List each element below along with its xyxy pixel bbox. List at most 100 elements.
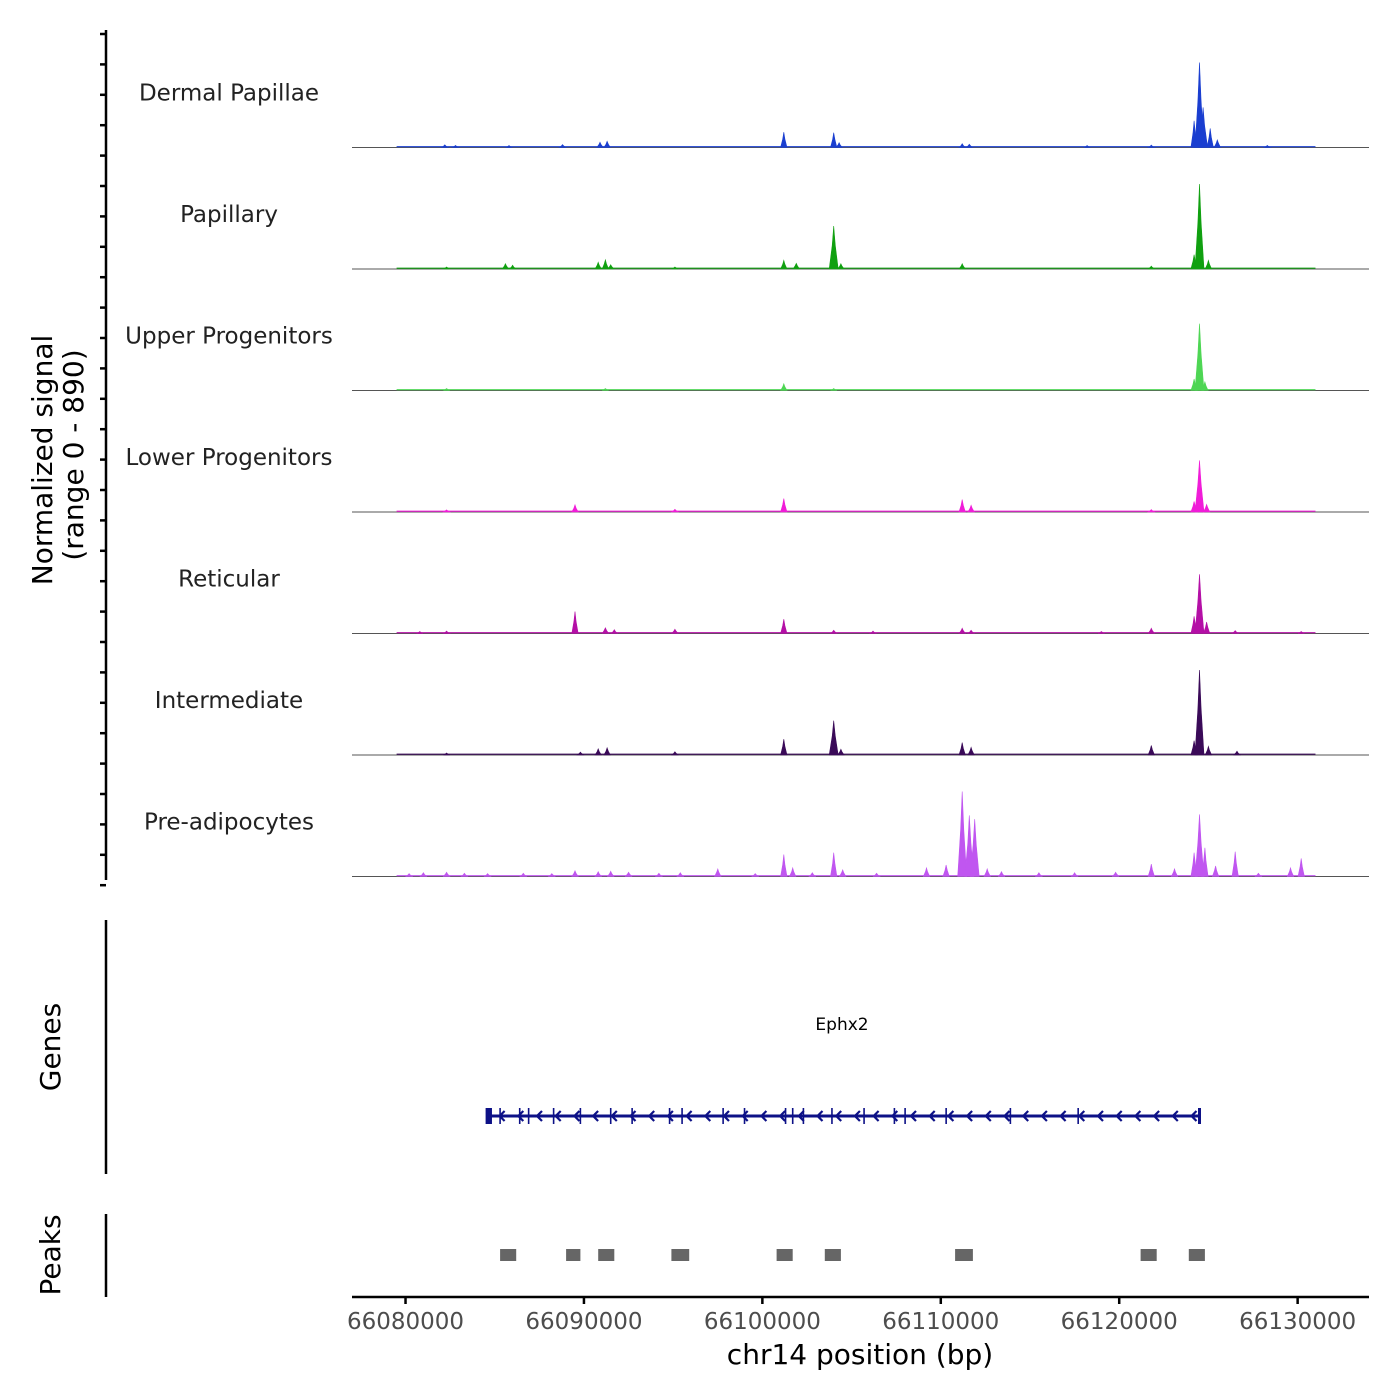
signal-peak	[624, 871, 633, 877]
signal-peak	[1206, 128, 1214, 148]
strand-arrow	[1152, 1110, 1160, 1122]
y-axis-range-label: (range 0 - 890)	[57, 349, 90, 560]
strand-arrow	[628, 1110, 637, 1122]
x-tick-label: 66100000	[704, 1309, 821, 1335]
signal-peak	[602, 388, 609, 391]
signal-peak	[419, 872, 428, 877]
signal-peak	[958, 742, 966, 756]
strand-arrow	[1171, 1110, 1179, 1122]
track-reticular: Reticular	[178, 567, 1369, 634]
strand-arrow	[610, 1110, 618, 1122]
signal-peak	[558, 144, 567, 148]
signal-peak	[451, 145, 460, 148]
signal-peak	[1213, 138, 1221, 148]
signal-peak	[606, 264, 615, 270]
signal-peak	[596, 141, 604, 148]
signal-peak	[997, 871, 1006, 877]
strand-arrow	[1077, 1110, 1086, 1122]
signal-peak	[792, 262, 801, 270]
signal-peak	[670, 751, 679, 756]
strand-arrow	[909, 1110, 917, 1122]
strand-arrow	[1133, 1110, 1142, 1122]
strand-arrow	[1059, 1110, 1067, 1122]
signal-peak	[957, 791, 968, 877]
track-label: Pre-adipocytes	[144, 810, 314, 836]
signal-peak	[1202, 503, 1211, 513]
track-label: Lower Progenitors	[126, 445, 333, 471]
track-dermal-papillae: Dermal Papillae	[139, 62, 1369, 148]
signal-peak	[835, 142, 843, 148]
signal-peak	[508, 264, 517, 270]
x-tick-label: 66080000	[347, 1309, 464, 1335]
signal-peak	[828, 225, 839, 270]
strand-arrow	[853, 1110, 861, 1122]
signal-peak	[922, 866, 931, 877]
signal-peak	[1202, 621, 1211, 634]
signal-peak	[1098, 631, 1105, 634]
signal-peak	[1083, 145, 1091, 148]
strand-arrow	[572, 1110, 581, 1122]
signal-peak	[872, 872, 881, 877]
signal-peak	[442, 509, 451, 513]
strand-arrow	[741, 1110, 749, 1122]
signal-peak	[1297, 631, 1305, 634]
signal-peak	[547, 873, 556, 877]
signal-peak	[1170, 867, 1179, 877]
signal-peak	[958, 627, 966, 634]
signal-peak	[780, 132, 788, 148]
signal-peak	[1147, 265, 1156, 270]
signal-peak	[780, 854, 788, 877]
signal-peak	[440, 144, 449, 148]
signal-peak	[967, 746, 975, 756]
track-pre-adipocytes: Pre-adipocytes	[144, 791, 1369, 877]
signal-peak	[1204, 259, 1213, 270]
signal-peak	[1147, 627, 1156, 634]
signal-peak	[1201, 847, 1209, 877]
strand-arrow	[834, 1110, 842, 1122]
gene-model-ephx2[interactable]	[485, 1108, 1201, 1124]
signal-peak	[965, 143, 974, 148]
signal-peak	[1286, 866, 1295, 877]
peak-region	[776, 1249, 793, 1261]
signal-peak	[830, 852, 838, 877]
signal-peak	[829, 629, 838, 634]
signal-peak	[780, 619, 788, 634]
signal-peak	[1070, 872, 1079, 877]
signal-peak	[671, 266, 679, 270]
peak-region	[955, 1249, 973, 1261]
signal-peak	[603, 140, 611, 148]
signal-peak	[1211, 865, 1220, 877]
signal-peak	[714, 867, 722, 877]
strand-arrow	[666, 1110, 674, 1122]
signal-peak	[1297, 858, 1305, 877]
signal-peak	[460, 872, 469, 877]
x-axis-ticks: 66080000 66090000 66100000 66110000 66120000…	[347, 1297, 1356, 1335]
strand-arrow	[554, 1110, 562, 1122]
signal-peak	[780, 739, 788, 756]
signal-peak	[789, 866, 797, 877]
signal-peak	[837, 748, 845, 756]
signal-peak	[601, 627, 610, 634]
genes-panel-label: Genes	[34, 1003, 67, 1091]
x-tick-label: 66110000	[882, 1309, 999, 1335]
signal-peak	[868, 630, 878, 634]
signal-peak	[958, 499, 966, 513]
track-upper-progenitors: Upper Progenitors	[125, 324, 1369, 391]
signal-peak	[958, 143, 967, 148]
track-label: Reticular	[178, 567, 280, 593]
strand-arrow	[872, 1110, 880, 1122]
track-papillary: Papillary	[180, 183, 1369, 270]
strand-arrow	[946, 1110, 955, 1122]
signal-peak	[571, 503, 579, 513]
track-label: Intermediate	[155, 688, 303, 714]
signal-peak	[751, 873, 760, 877]
strand-arrow	[1040, 1110, 1048, 1122]
y-axis-label: Normalized signal	[26, 335, 59, 586]
signal-peak	[830, 388, 838, 391]
signal-peak	[594, 871, 603, 877]
signal-peak	[442, 630, 451, 634]
signal-peak	[1147, 509, 1156, 513]
x-axis-label: chr14 position (bp)	[727, 1338, 993, 1371]
signal-peak	[610, 629, 619, 634]
signal-peak	[405, 873, 414, 877]
